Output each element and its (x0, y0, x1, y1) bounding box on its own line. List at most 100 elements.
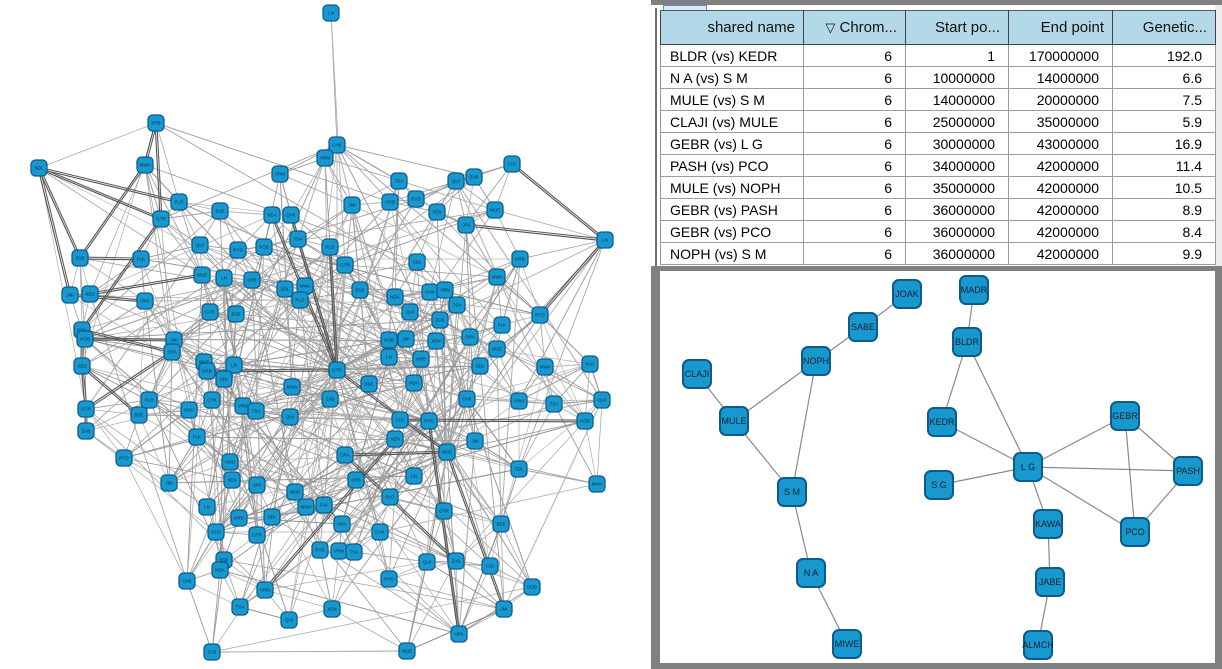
svg-text:MWA: MWA (592, 482, 603, 487)
svg-text:LN: LN (411, 474, 417, 479)
svg-text:PLO: PLO (144, 398, 154, 403)
svg-text:MWA: MWA (301, 505, 312, 510)
svg-text:CHK: CHK (207, 398, 217, 403)
svg-text:LN: LN (231, 363, 237, 368)
svg-text:RYD: RYD (411, 197, 421, 202)
svg-text:GTR: GTR (439, 509, 449, 514)
svg-text:VRM: VRM (514, 399, 524, 404)
svg-text:QUI: QUI (196, 243, 204, 248)
svg-text:QUI: QUI (406, 310, 414, 315)
svg-text:JMI: JMI (66, 293, 73, 298)
svg-text:S M: S M (784, 487, 800, 497)
svg-text:MWA: MWA (300, 284, 311, 289)
svg-text:L G: L G (1021, 462, 1035, 472)
svg-text:CHK: CHK (182, 579, 192, 584)
svg-text:HOB: HOB (384, 338, 394, 343)
svg-text:QUI: QUI (452, 179, 460, 184)
svg-text:QUI: QUI (286, 415, 294, 420)
svg-text:NDA: NDA (337, 522, 347, 527)
svg-text:VRM: VRM (320, 156, 330, 161)
svg-text:TSA: TSA (236, 605, 245, 610)
svg-text:VRM: VRM (440, 288, 450, 293)
svg-text:GTR: GTR (252, 533, 262, 538)
svg-text:GTR: GTR (332, 368, 342, 373)
svg-text:OPA: OPA (167, 350, 176, 355)
svg-text:OPA: OPA (340, 453, 349, 458)
svg-text:CHK: CHK (286, 213, 296, 218)
svg-text:FLK: FLK (486, 564, 494, 569)
svg-text:GEBR: GEBR (1112, 411, 1138, 421)
svg-text:KRB: KRB (202, 369, 211, 374)
svg-text:FLK: FLK (396, 418, 404, 423)
svg-text:BSE: BSE (496, 522, 505, 527)
svg-text:XEN: XEN (390, 437, 399, 442)
svg-text:VRM: VRM (238, 404, 248, 409)
svg-text:KRB: KRB (416, 357, 425, 362)
svg-text:TSA: TSA (395, 179, 404, 184)
svg-text:GTR: GTR (81, 407, 91, 412)
svg-text:NDA: NDA (184, 408, 194, 413)
svg-text:NDA: NDA (390, 295, 400, 300)
svg-text:JMI: JMI (170, 338, 177, 343)
svg-text:JMI: JMI (402, 337, 409, 342)
svg-text:KRB: KRB (351, 478, 360, 483)
svg-text:RYD: RYD (384, 577, 394, 582)
svg-text:LN: LN (386, 355, 392, 360)
svg-text:SDL: SDL (268, 515, 277, 520)
svg-text:ZAB: ZAB (208, 650, 217, 655)
svg-text:PCO: PCO (1125, 527, 1145, 537)
svg-text:BSE: BSE (364, 382, 373, 387)
svg-text:CLAJI: CLAJI (685, 369, 710, 379)
svg-text:WUE: WUE (492, 347, 503, 352)
svg-text:JABE: JABE (1039, 577, 1062, 587)
svg-text:SDL: SDL (35, 166, 44, 171)
svg-text:QUI: QUI (285, 618, 293, 623)
svg-text:WUE: WUE (442, 450, 453, 455)
svg-text:RYD: RYD (424, 419, 434, 424)
svg-text:XEN: XEN (77, 364, 86, 369)
svg-text:SDL: SDL (220, 377, 229, 382)
svg-text:HOB: HOB (80, 337, 90, 342)
svg-text:TSA: TSA (453, 303, 462, 308)
svg-text:PLO: PLO (295, 298, 305, 303)
svg-text:ALMCH: ALMCH (1022, 640, 1054, 650)
svg-text:PLO: PLO (585, 362, 595, 367)
svg-text:GTR: GTR (205, 310, 215, 315)
svg-text:FLK: FLK (137, 257, 145, 262)
svg-text:OPA: OPA (465, 335, 474, 340)
svg-text:ZAB: ZAB (82, 429, 91, 434)
svg-text:BLDR: BLDR (955, 337, 980, 347)
svg-text:MWA: MWA (492, 275, 503, 280)
svg-text:ZAB: ZAB (326, 397, 335, 402)
svg-text:FLK: FLK (508, 162, 516, 167)
svg-text:GTR: GTR (340, 263, 350, 268)
svg-text:FLK: FLK (498, 323, 506, 328)
svg-text:WUE: WUE (290, 490, 301, 495)
svg-text:WUE: WUE (490, 208, 501, 213)
svg-text:XEN: XEN (85, 292, 94, 297)
svg-text:JMI: JMI (471, 439, 478, 444)
svg-text:JOAK: JOAK (895, 289, 919, 299)
svg-text:MIWE: MIWE (835, 639, 860, 649)
svg-text:ZAB: ZAB (452, 559, 461, 564)
svg-text:QUI: QUI (598, 398, 606, 403)
svg-text:MULE: MULE (721, 416, 746, 426)
svg-text:FLK: FLK (193, 435, 201, 440)
svg-text:PLO: PLO (325, 245, 335, 250)
svg-text:PLO: PLO (174, 200, 184, 205)
svg-text:WUE: WUE (199, 360, 210, 365)
svg-text:BSE: BSE (134, 413, 143, 418)
svg-text:OPA: OPA (140, 299, 149, 304)
svg-text:RYD: RYD (315, 548, 325, 553)
svg-text:CHK: CHK (462, 397, 472, 402)
svg-text:VRM: VRM (275, 172, 285, 177)
svg-text:ZAB: ZAB (470, 175, 479, 180)
svg-text:SDL: SDL (515, 467, 524, 472)
svg-text:XEN: XEN (227, 478, 236, 483)
svg-text:MWA: MWA (140, 163, 151, 168)
svg-text:VRM: VRM (334, 549, 344, 554)
svg-text:ZAB: ZAB (436, 318, 445, 323)
svg-text:N A: N A (804, 568, 819, 578)
svg-text:TSA: TSA (294, 237, 303, 242)
svg-text:TSA: TSA (252, 409, 261, 414)
